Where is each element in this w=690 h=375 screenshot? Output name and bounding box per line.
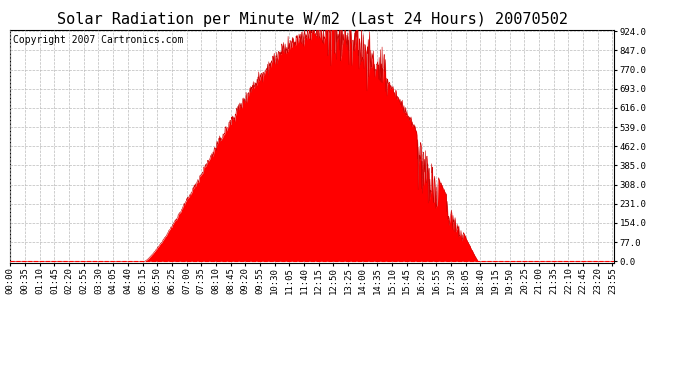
Title: Solar Radiation per Minute W/m2 (Last 24 Hours) 20070502: Solar Radiation per Minute W/m2 (Last 24… [57, 12, 568, 27]
Text: Copyright 2007 Cartronics.com: Copyright 2007 Cartronics.com [13, 34, 184, 45]
